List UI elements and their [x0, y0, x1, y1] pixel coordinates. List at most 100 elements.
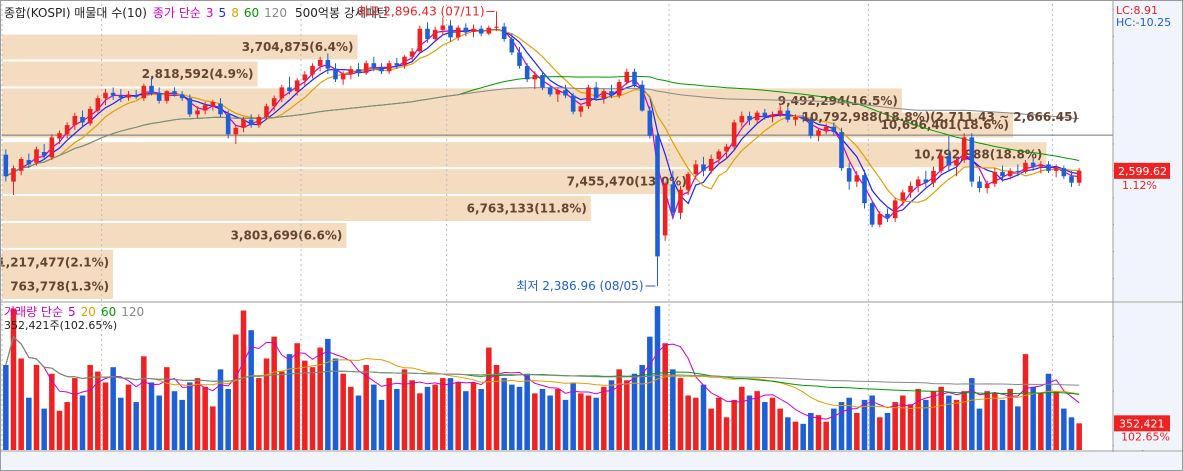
hc-value: HC:-10.25 — [1116, 16, 1171, 29]
volume-legend-period: 5 — [68, 305, 76, 319]
candle-body — [923, 179, 929, 183]
candle-body — [563, 90, 568, 96]
candle-body — [417, 28, 423, 52]
volume-current-legend: 352,421주(102.65%) — [4, 319, 117, 332]
volume-bar — [95, 371, 101, 450]
volume-bar — [225, 388, 231, 450]
candle-body — [103, 92, 108, 99]
candle-body — [839, 132, 844, 169]
lc-value: LC:8.91 — [1116, 4, 1158, 17]
volume-bar — [585, 395, 592, 450]
volume-bar — [746, 395, 753, 450]
volume-profile-bar — [2, 222, 347, 248]
volume-bar — [731, 399, 737, 450]
candle-body — [731, 122, 737, 147]
volume-bar — [455, 382, 461, 450]
candle-body — [785, 110, 791, 120]
candle-body — [233, 127, 239, 135]
volume-bar — [263, 358, 270, 450]
candle-body — [371, 63, 377, 68]
volume-bar — [670, 369, 676, 450]
volume-bar — [3, 365, 9, 450]
candle-body — [310, 65, 315, 75]
volume-bar — [1045, 373, 1052, 450]
volume-bar — [946, 395, 952, 450]
volume-bar — [539, 388, 546, 450]
volume-profile-bar — [2, 274, 114, 299]
volume-bar — [133, 402, 139, 450]
volume-profile: 763,778(1.3%) 1,217,477(2.1%) 3,803,699(6.… — [0, 34, 1047, 299]
candle-body — [455, 27, 461, 38]
candle-body — [34, 149, 39, 163]
candle-body — [593, 87, 599, 99]
volume-bar — [440, 378, 446, 450]
candle-body — [3, 154, 9, 177]
volume-profile-label: 763,778(1.3%) — [10, 280, 109, 294]
candle-body — [210, 101, 216, 107]
volume-bar — [754, 391, 760, 450]
price-axis-bg — [1114, 1, 1182, 301]
volume-bar — [976, 408, 983, 450]
candle-body — [72, 115, 78, 126]
volume-bar — [953, 399, 960, 450]
candle-body — [471, 28, 476, 32]
candle-body — [348, 69, 354, 74]
volume-bar — [194, 378, 201, 450]
candle-body — [655, 135, 660, 257]
volume-bar — [961, 391, 967, 450]
volume-bar — [869, 395, 875, 450]
volume-bar — [624, 380, 630, 450]
volume-bars — [3, 306, 1082, 450]
candle-body — [317, 59, 323, 66]
legend-pattern: 500억봉 강세패턴 — [295, 6, 388, 20]
volume-bar — [179, 399, 185, 450]
candle-body — [793, 117, 798, 120]
volume-bar — [808, 412, 814, 450]
xaxis-bg — [1, 452, 1182, 470]
candle-body — [747, 115, 752, 121]
candle-body — [49, 137, 55, 158]
volume-bar — [800, 423, 806, 450]
candle-body — [1046, 164, 1051, 171]
volume-bar — [838, 402, 845, 450]
volume-bar — [72, 378, 78, 450]
candle-body — [770, 114, 775, 118]
volume-bar — [892, 402, 898, 450]
candle-body — [11, 168, 16, 182]
candle-body — [946, 155, 952, 166]
volume-bar — [654, 306, 661, 450]
candle-body — [601, 91, 607, 99]
volume-bar — [578, 393, 584, 450]
candle-body — [1007, 170, 1013, 177]
volume-bar — [501, 378, 507, 450]
volume-profile-label: 7,455,470(13.0%) — [567, 175, 687, 189]
price-legend: 종합(KOSPI) 매물대 수(10) 종가 단순 3 5 8 60 120 500억봉 강세… — [4, 6, 388, 20]
volume-legend-period: 20 — [81, 305, 96, 319]
candle-body — [218, 103, 223, 115]
candle-body — [126, 94, 131, 98]
volume-bar — [1053, 391, 1059, 450]
candle-body — [225, 114, 231, 135]
candle-body — [555, 90, 561, 95]
volume-bar — [608, 380, 615, 450]
volume-bar — [56, 410, 63, 450]
volume-bar — [470, 382, 477, 450]
volume-bar — [792, 421, 799, 450]
volume-bar — [831, 408, 837, 450]
candle-body — [440, 25, 446, 30]
volume-bar — [156, 395, 162, 450]
candle-body — [149, 85, 154, 93]
candle-body — [854, 175, 860, 182]
volume-bar — [302, 360, 308, 450]
candle-body — [1000, 171, 1005, 177]
volume-bar — [969, 378, 975, 450]
volume-bar — [26, 397, 32, 450]
candle-body — [18, 158, 24, 171]
candle-body — [547, 87, 553, 95]
volume-bar — [79, 395, 86, 450]
candle-body — [432, 29, 438, 39]
volume-bar — [923, 399, 929, 450]
volume-bar — [861, 399, 868, 450]
